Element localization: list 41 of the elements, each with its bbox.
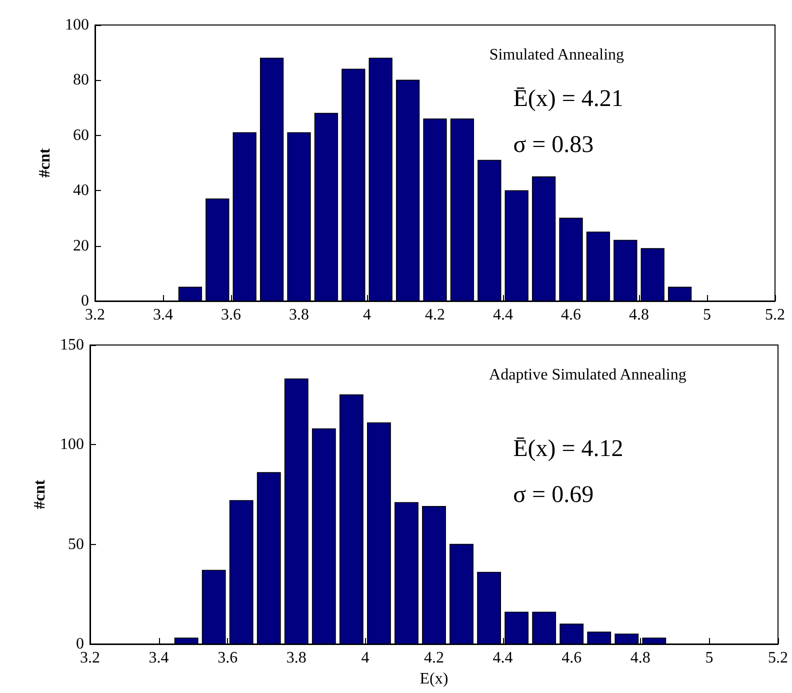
x-tick-label: 4.4 (492, 650, 513, 666)
x-tick-label: 4.4 (493, 306, 513, 324)
x-tick-label: 3.2 (80, 650, 100, 666)
y-tick-label: 150 (60, 336, 84, 354)
x-axis-title: E(x) (420, 670, 448, 688)
x-tick-label: 4 (361, 650, 370, 666)
annotation: Ē(x) = 4.12 (513, 436, 624, 462)
y-tick-label: 80 (73, 72, 89, 89)
x-tick-label: 3.6 (221, 306, 241, 324)
x-tick-label: 4.6 (561, 306, 581, 324)
annotation: σ = 0.69 (513, 482, 594, 508)
x-tick-label: 3.8 (289, 306, 309, 324)
x-tick-label: 4.8 (629, 306, 649, 324)
x-tick-label: 4 (363, 306, 371, 324)
y-tick-label: 50 (68, 536, 84, 553)
x-tick-label: 5 (705, 650, 714, 666)
x-tick-label: 3.4 (153, 306, 173, 324)
y-axis-title: #cnt (32, 479, 48, 510)
x-tick-label: 4.8 (630, 650, 650, 666)
x-tick-label: 4.2 (425, 306, 445, 324)
x-tick-label: 3.4 (148, 650, 169, 666)
y-tick-label: 20 (73, 237, 89, 254)
y-tick-label: 100 (60, 436, 84, 454)
x-tick-label: 4.6 (562, 650, 582, 666)
annotation: Simulated Annealing (489, 46, 624, 64)
y-tick-label: 0 (76, 636, 84, 652)
x-tick-label: 5 (703, 306, 711, 324)
y-tick-label: 60 (73, 126, 89, 144)
y-axis-title: #cnt (36, 148, 54, 178)
y-tick-label: 40 (73, 182, 89, 200)
annotation: Adaptive Simulated Annealing (489, 366, 686, 384)
x-tick-label: 3.2 (85, 306, 105, 324)
x-tick-label: 5.2 (765, 306, 785, 324)
x-tick-label: 3.8 (286, 650, 306, 666)
x-tick-label: 4.2 (424, 650, 444, 666)
x-tick-label: 3.6 (218, 650, 238, 666)
y-tick-label: 0 (81, 292, 89, 310)
y-tick-label: 100 (65, 16, 89, 34)
annotation: Ē(x) = 4.21 (513, 86, 624, 112)
annotation: σ = 0.83 (513, 132, 594, 158)
x-tick-label: 5.2 (768, 650, 788, 666)
